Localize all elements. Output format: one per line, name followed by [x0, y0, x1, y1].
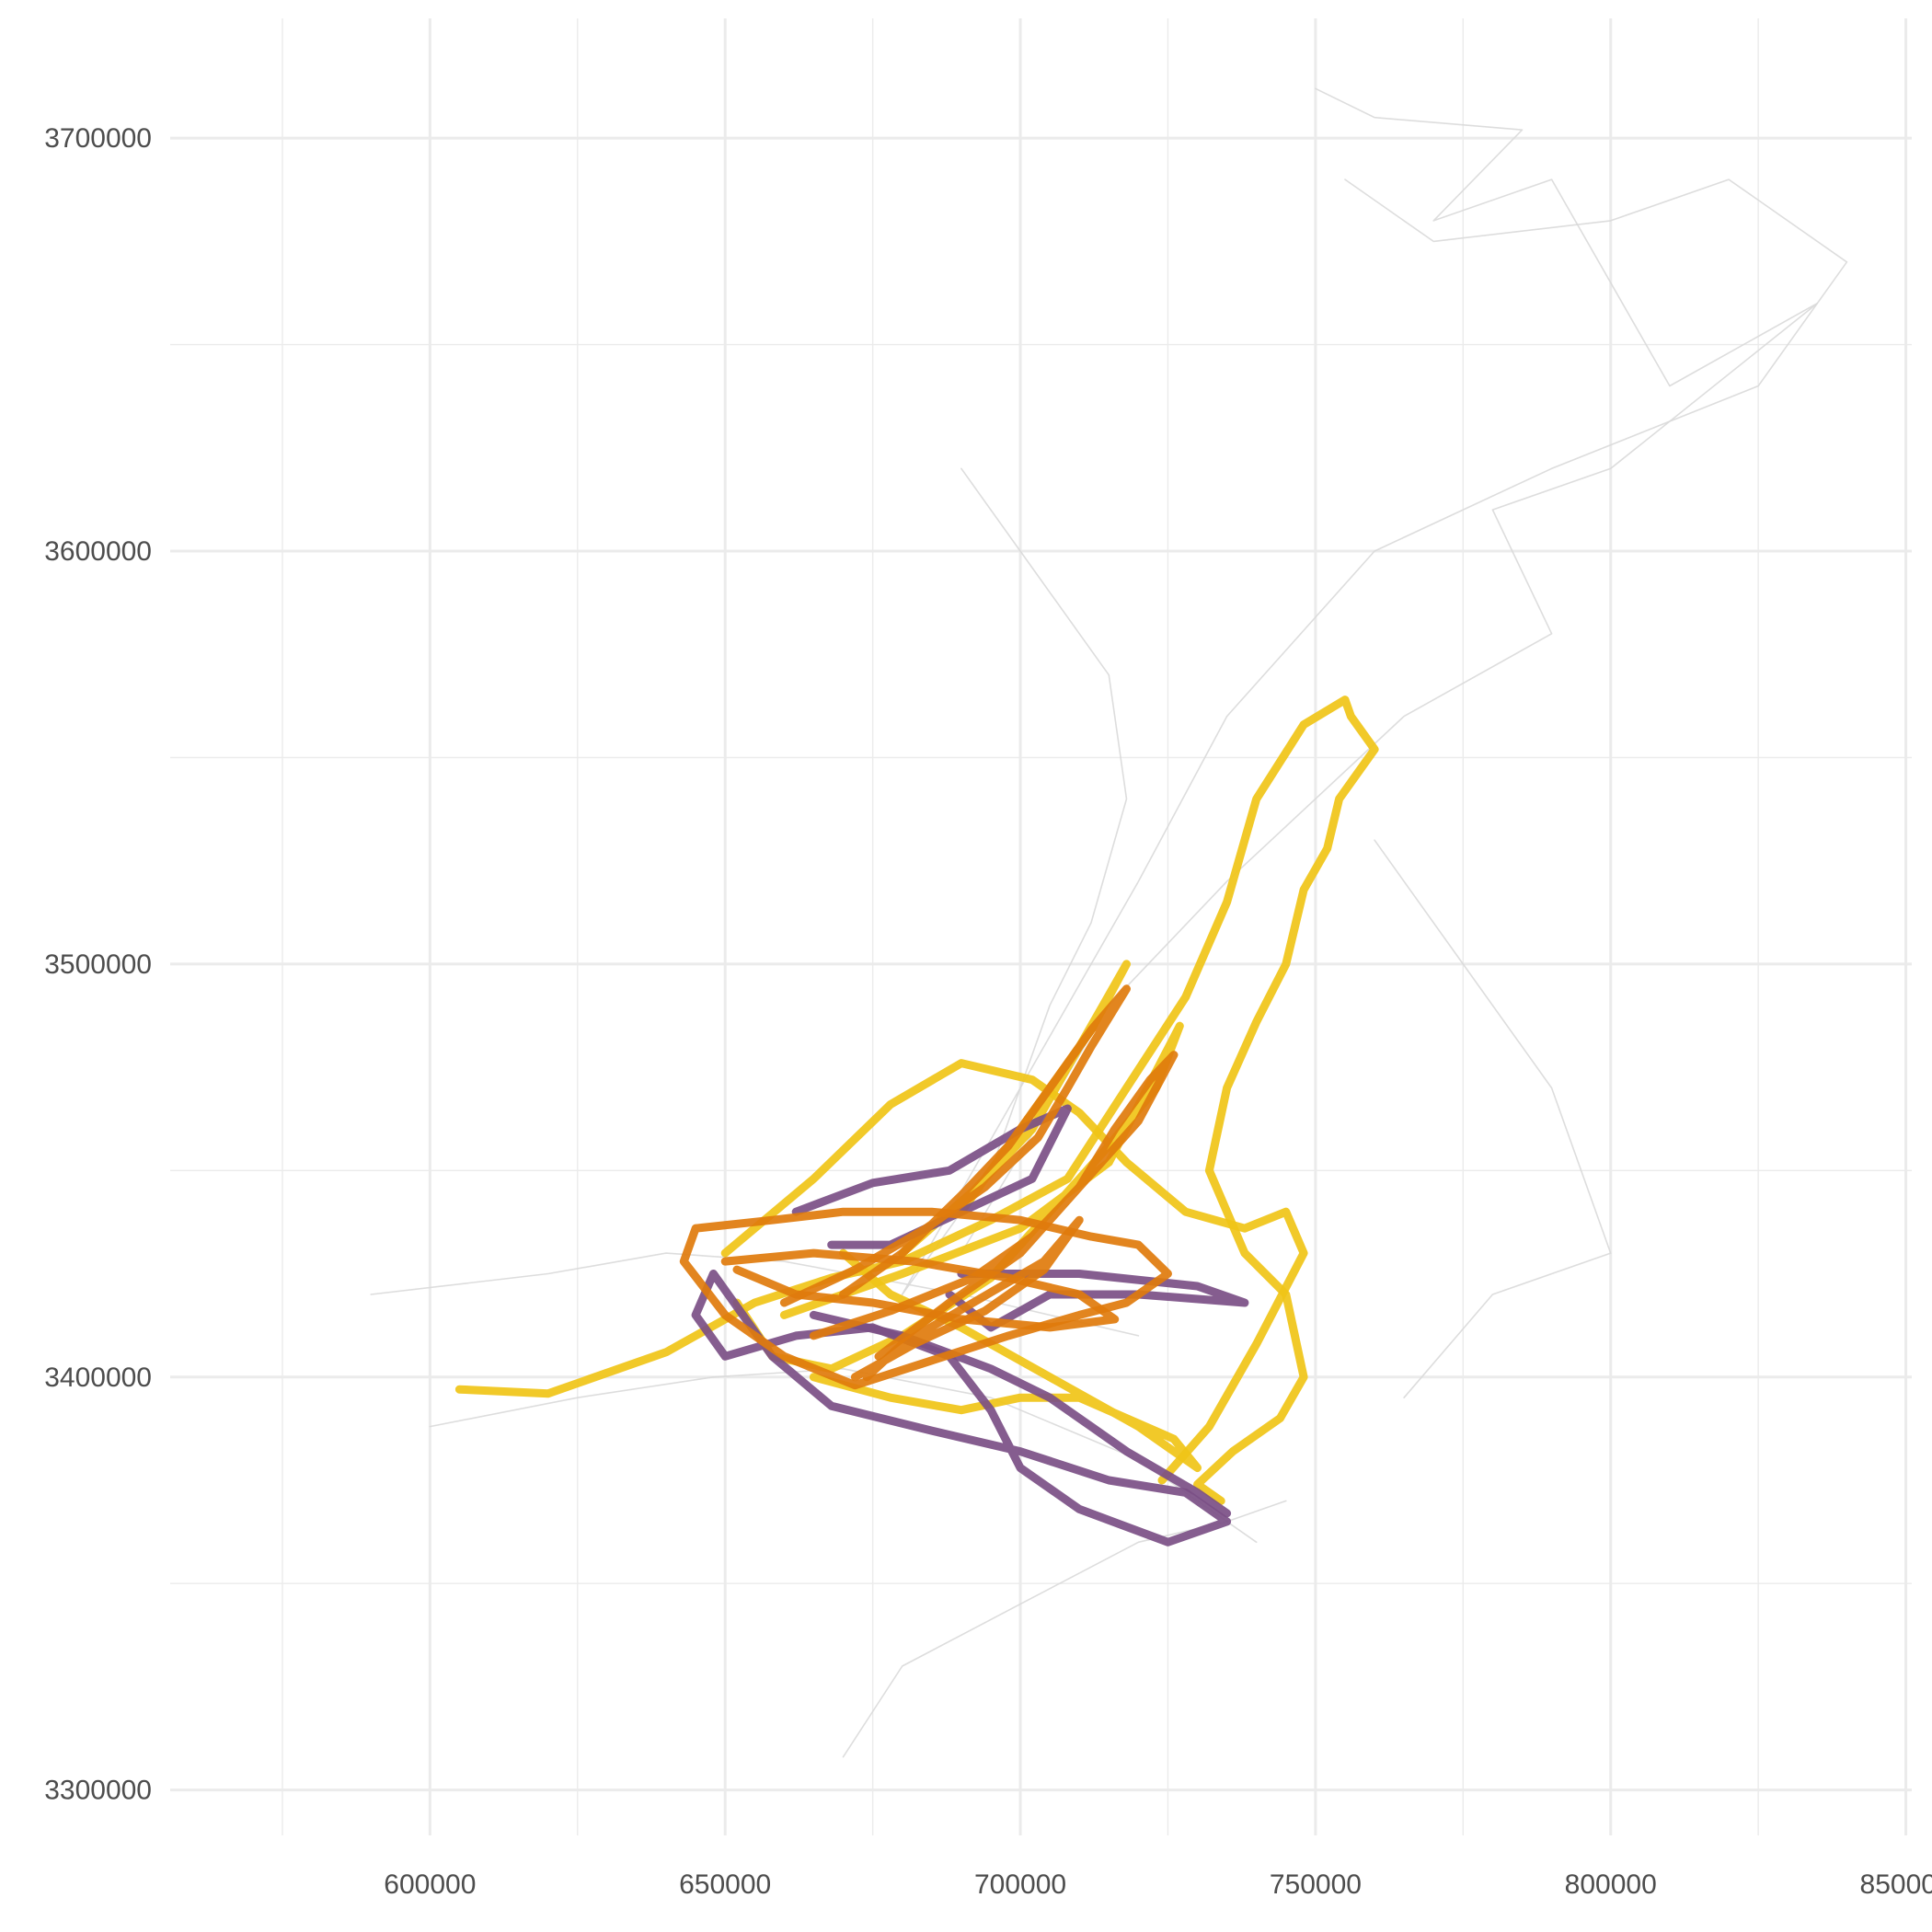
series-track-19	[720, 1248, 1120, 1332]
series-track-5	[842, 1500, 1287, 1758]
series-track-0	[960, 87, 1819, 1254]
y-tick-label: 3400000	[44, 1363, 152, 1393]
series-track-20	[850, 1215, 1084, 1382]
y-tick-label: 3700000	[44, 123, 152, 154]
x-tick-label: 750000	[1270, 1869, 1362, 1900]
series-track-18	[809, 1051, 1179, 1361]
series-track-14	[809, 1310, 1232, 1518]
minor-gridlines	[170, 18, 1912, 1835]
x-tick-label: 850000	[1860, 1869, 1932, 1900]
x-tick-label: 650000	[679, 1869, 771, 1900]
major-gridlines	[170, 18, 1912, 1835]
y-tick-label: 3600000	[44, 536, 152, 567]
series-track-16	[679, 1207, 1172, 1390]
x-tick-label: 600000	[384, 1869, 476, 1900]
y-tick-label: 3500000	[44, 949, 152, 980]
series-track-10	[809, 1248, 1202, 1472]
series-track-17	[779, 984, 1131, 1307]
series-track-1	[901, 178, 1848, 1295]
x-tick-label: 700000	[974, 1869, 1066, 1900]
y-tick-label: 3300000	[44, 1776, 152, 1806]
series-track-8	[720, 1059, 1308, 1485]
x-axis: 600000 650000 700000 750000 800000 850000	[384, 1869, 1932, 1900]
series-track-6	[1374, 839, 1612, 1398]
track-series	[370, 87, 1848, 1758]
series-track-12	[691, 1270, 1232, 1547]
x-tick-label: 800000	[1565, 1869, 1657, 1900]
y-axis: 3300000 3400000 3500000 3600000 3700000	[44, 123, 152, 1805]
